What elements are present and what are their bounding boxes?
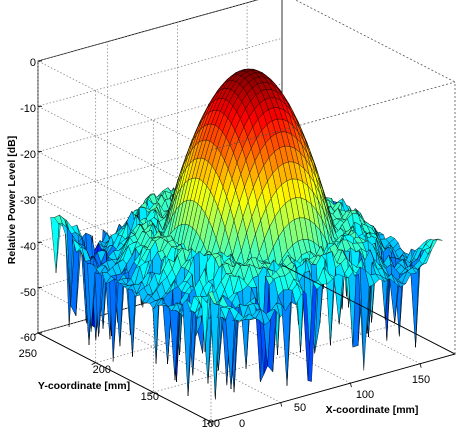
grid-line — [177, 22, 351, 384]
z-tick-label: -50 — [20, 287, 36, 299]
z-tick-label: -20 — [20, 149, 36, 161]
y-axis-label: Y-coordinate [mm] — [38, 380, 130, 392]
x-tick-label: 0 — [239, 418, 245, 430]
box-edge — [37, 332, 212, 423]
grid-line — [107, 41, 281, 403]
box-edge — [210, 353, 456, 423]
x-tick — [350, 383, 352, 388]
x-tick — [419, 363, 422, 368]
y-tick-label: 250 — [19, 348, 37, 360]
z-tick-label: -40 — [20, 241, 36, 253]
surface-mesh — [50, 68, 443, 400]
y-tick-label: 100 — [202, 418, 220, 430]
surface-patch — [433, 238, 443, 241]
x-tick — [210, 421, 213, 427]
box-edge — [294, 0, 456, 83]
z-axis-label: Relative Power Level [dB] — [6, 136, 18, 264]
y-tick-label: 200 — [93, 364, 111, 376]
z-tick-label: -30 — [20, 195, 36, 207]
y-tick — [33, 332, 39, 336]
y-tick-label: 150 — [141, 391, 159, 403]
box-edge — [281, 264, 456, 355]
x-tick-label: 150 — [412, 374, 430, 386]
y-tick — [149, 391, 154, 395]
y-tick — [206, 421, 212, 425]
z-tick-label: -60 — [20, 332, 36, 344]
axes-box-edges — [37, 0, 456, 423]
z-tick-label: 0 — [30, 57, 36, 69]
x-tick-label: 100 — [356, 389, 374, 401]
z-tick-label: -10 — [20, 103, 36, 115]
x-tick — [280, 402, 283, 407]
x-tick-label: 50 — [294, 402, 306, 414]
y-tick — [91, 362, 96, 366]
x-axis-label: X-coordinate [mm] — [326, 404, 419, 416]
